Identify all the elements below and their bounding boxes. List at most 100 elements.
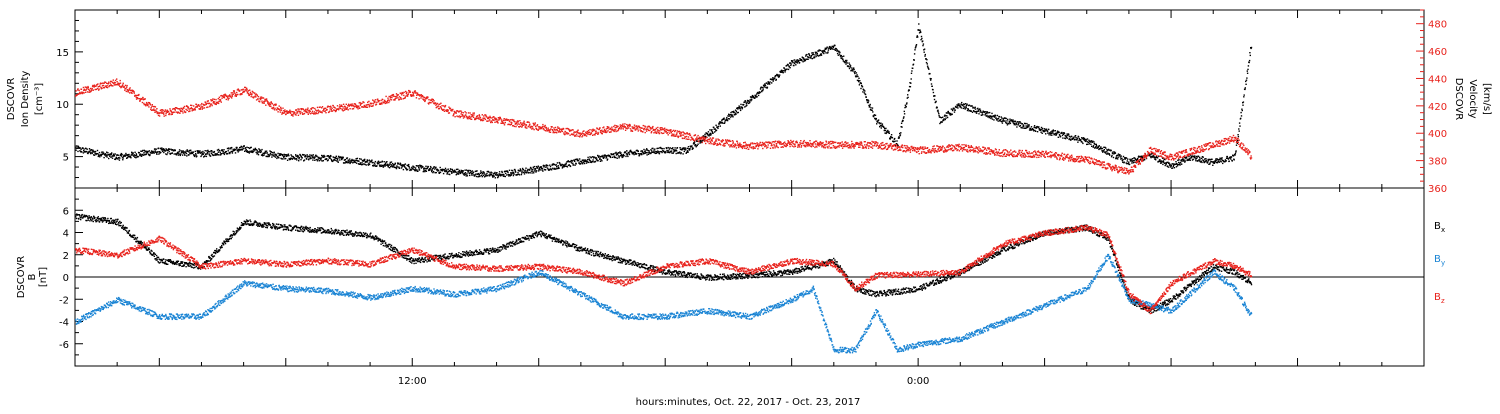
velocity-point [389,100,390,101]
ion-density-point [667,152,668,153]
ion-density-point [1006,118,1007,119]
ion-density-point [779,74,780,75]
velocity-point [138,94,139,95]
velocity-point [115,82,116,83]
ion-density-point [574,161,575,162]
ion-density-point [1046,129,1047,130]
ion-density-point [296,158,297,159]
velocity-point [430,102,431,103]
velocity-point [572,129,573,130]
velocity-point [443,105,444,106]
ion-density-point [645,149,646,150]
ion-density-point [932,86,933,87]
ion-density-point [429,170,430,171]
velocity-point [75,90,76,91]
ion-density-point [808,57,809,58]
ion-density-point [659,151,660,152]
velocity-point [315,109,316,110]
ion-density-point [440,172,441,173]
ion-density-point [230,148,231,149]
ion-density-point [297,157,298,158]
ion-density-point [348,162,349,163]
ion-density-point [684,151,685,152]
ion-density-point [1096,145,1097,146]
velocity-point [697,135,698,136]
ion-density-point [921,38,922,39]
ion-density-point [207,150,208,151]
velocity-point [592,131,593,132]
velocity-point [433,100,434,101]
ion-density-point [876,118,877,119]
velocity-point [257,98,258,99]
ion-density-point [856,72,857,73]
velocity-point [294,112,295,113]
ion-density-point [628,152,629,153]
ion-density-point [1112,151,1113,152]
velocity-point [250,92,251,93]
velocity-point [546,127,547,128]
ion-density-point [1086,139,1087,140]
velocity-point [266,98,267,99]
ion-density-point [134,156,135,157]
ion-density-point [1238,136,1239,137]
ion-density-point [762,90,763,91]
velocity-point [326,109,327,110]
ion-density-point [618,152,619,153]
ion-density-point [550,166,551,167]
ion-density-point [155,150,156,151]
velocity-point [669,133,670,134]
ion-density-point [677,147,678,148]
ion-density-point [422,166,423,167]
velocity-point [154,112,155,113]
velocity-point [591,132,592,133]
ion-density-point [1058,132,1059,133]
ion-density-point [1201,158,1202,159]
velocity-point [417,92,418,93]
velocity-point [496,119,497,120]
velocity-point [237,94,238,95]
velocity-point [413,95,414,96]
ion-density-point [875,115,876,116]
ion-density-point [579,158,580,159]
velocity-point [471,119,472,120]
velocity-point [275,104,276,105]
ion-density-point [916,44,917,45]
ion-density-point [251,147,252,148]
ion-density-point [902,120,903,121]
ion-density-point [127,157,128,158]
ion-density-point [494,176,495,177]
ion-density-point [185,151,186,152]
velocity-point [594,134,595,135]
velocity-point [666,131,667,132]
velocity-point [610,128,611,129]
ion-density-point [525,168,526,169]
ion-density-point [271,156,272,157]
ion-density-point [1087,144,1088,145]
ion-density-point [502,172,503,173]
ion-density-point [1091,146,1092,147]
ion-density-point [1035,131,1036,132]
velocity-point [108,83,109,84]
velocity-point [269,102,270,103]
ion-density-point [978,111,979,112]
ion-density-point [1111,156,1112,157]
ion-density-point [536,170,537,171]
ion-density-point [243,148,244,149]
velocity-point [218,103,219,104]
ion-density-point [523,169,524,170]
ion-density-point [909,90,910,91]
velocity-point [277,111,278,112]
ion-density-point [214,155,215,156]
ion-density-point [364,159,365,160]
ion-density-point [1229,161,1230,162]
velocity-point [122,84,123,85]
velocity-point [737,141,738,142]
ion-density-point [904,113,905,114]
ion-density-point [648,154,649,155]
velocity-point [165,109,166,110]
ion-density-point [911,73,912,74]
ion-density-point [732,114,733,115]
ion-density-point [765,85,766,86]
ion-density-point [825,52,826,53]
right-y-tick-label: 460 [1428,47,1447,58]
